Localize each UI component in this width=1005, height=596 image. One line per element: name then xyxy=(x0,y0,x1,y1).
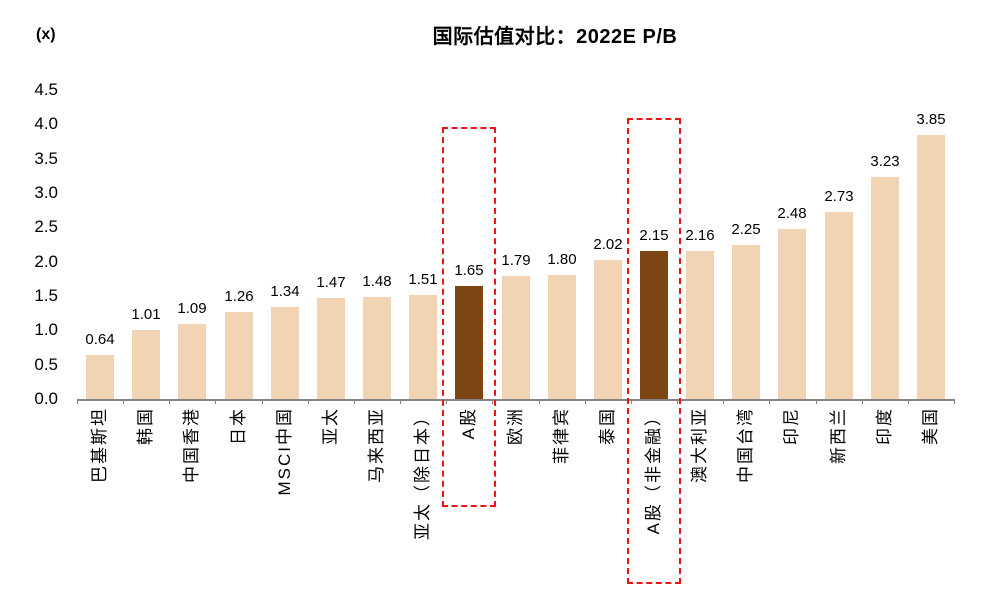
x-axis-tick xyxy=(769,399,770,404)
x-category-label: 新西兰 xyxy=(829,407,848,464)
x-category-label: 日本 xyxy=(229,407,248,445)
x-axis-tick xyxy=(492,399,493,404)
y-tick-label: 2.5 xyxy=(34,217,58,237)
bar-value-label: 1.48 xyxy=(362,273,392,291)
bar-value-label: 1.01 xyxy=(131,305,161,323)
x-category-label: 欧洲 xyxy=(506,407,525,445)
x-category-label: 菲律宾 xyxy=(552,407,571,464)
x-axis-tick xyxy=(816,399,817,404)
bar-value-label: 2.15 xyxy=(639,227,669,245)
bar xyxy=(502,276,530,399)
bar-value-label: 2.16 xyxy=(685,226,715,244)
y-tick-label: 2.0 xyxy=(34,251,58,271)
y-tick-label: 3.0 xyxy=(34,183,58,202)
bar-highlighted xyxy=(455,285,483,399)
bar xyxy=(86,355,114,399)
x-axis-tick xyxy=(539,399,540,404)
bar-value-label: 1.47 xyxy=(316,274,346,292)
highlight-box xyxy=(627,118,681,584)
bar xyxy=(917,134,945,399)
x-axis-tick xyxy=(908,399,909,404)
x-axis-tick xyxy=(308,399,309,404)
x-category-label: 泰国 xyxy=(598,407,617,445)
bar-value-label: 1.34 xyxy=(270,282,300,300)
bar-value-label: 2.02 xyxy=(593,236,623,254)
bar xyxy=(548,275,576,399)
x-axis-tick xyxy=(862,399,863,404)
x-category-label: 澳大利亚 xyxy=(690,407,709,483)
y-tick-label: 0.0 xyxy=(34,389,58,408)
bar xyxy=(686,250,714,399)
x-category-label: 印尼 xyxy=(782,407,801,445)
y-axis-unit-label: (x) xyxy=(36,26,56,43)
bar xyxy=(178,324,206,399)
y-tick-label: 0.5 xyxy=(34,354,58,374)
x-category-label: MSCI中国 xyxy=(275,407,294,496)
bar-value-label: 1.79 xyxy=(501,252,531,270)
bar-value-label: 1.09 xyxy=(177,300,207,318)
bar-value-label: 1.65 xyxy=(454,261,484,279)
bar xyxy=(732,244,760,399)
y-tick-label: 1.0 xyxy=(34,320,58,340)
x-category-label: 中国香港 xyxy=(182,407,201,483)
x-axis-tick xyxy=(723,399,724,404)
y-tick-label: 3.5 xyxy=(34,148,58,168)
x-axis-tick xyxy=(446,399,447,404)
bar-value-label: 2.73 xyxy=(824,187,854,205)
chart-title: 国际估值对比：2022E P/B xyxy=(432,26,678,48)
highlight-box xyxy=(442,127,496,507)
x-axis-tick xyxy=(77,399,78,404)
x-category-label: 韩国 xyxy=(136,407,155,445)
x-axis-tick xyxy=(169,399,170,404)
bar xyxy=(225,312,253,399)
y-tick-label: 4.0 xyxy=(34,114,58,134)
x-category-label: 亚太 xyxy=(321,407,340,445)
bar-value-label: 1.51 xyxy=(408,271,438,289)
x-category-label: 马来西亚 xyxy=(367,407,386,483)
x-axis-line xyxy=(77,399,955,401)
bar-value-label: 3.23 xyxy=(870,153,900,171)
bar xyxy=(132,329,160,399)
bar-value-label: 0.64 xyxy=(85,331,115,349)
x-axis-tick xyxy=(400,399,401,404)
bar xyxy=(825,211,853,399)
bar-value-label: 3.85 xyxy=(916,110,946,128)
x-axis-tick xyxy=(631,399,632,404)
y-tick-label: 1.5 xyxy=(34,286,58,305)
x-category-label: 亚太（除日本） xyxy=(413,407,432,540)
x-axis-tick xyxy=(215,399,216,404)
x-category-label: 美国 xyxy=(921,407,940,445)
bar-value-label: 1.80 xyxy=(547,251,577,269)
x-axis-tick xyxy=(585,399,586,404)
bar xyxy=(594,260,622,399)
x-category-label: 巴基斯坦 xyxy=(90,407,109,483)
bar xyxy=(409,295,437,399)
x-axis-tick xyxy=(354,399,355,404)
bar-value-label: 2.48 xyxy=(777,204,807,222)
x-axis-tick xyxy=(262,399,263,404)
bar-highlighted xyxy=(640,251,668,399)
bar-value-label: 1.26 xyxy=(224,288,254,306)
x-axis-tick xyxy=(677,399,678,404)
bar xyxy=(363,297,391,399)
x-category-label: 中国台湾 xyxy=(736,407,755,483)
bar-value-label: 2.25 xyxy=(731,220,761,238)
bar xyxy=(271,306,299,399)
x-category-label: 印度 xyxy=(875,407,894,445)
x-axis-tick xyxy=(954,399,955,404)
y-tick-label: 4.5 xyxy=(34,80,58,99)
bar xyxy=(778,228,806,399)
bar xyxy=(871,177,899,399)
bar xyxy=(317,298,345,399)
x-axis-tick xyxy=(123,399,124,404)
